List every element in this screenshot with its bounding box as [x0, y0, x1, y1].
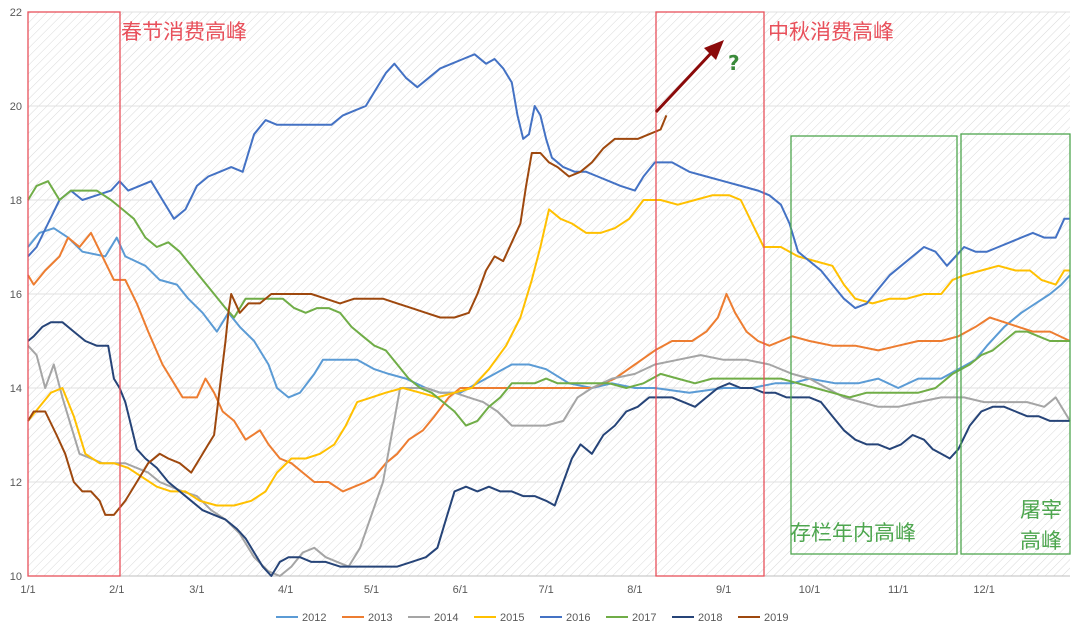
series-line-2013 [27, 231, 1071, 493]
x-tick-label: 5/1 [364, 584, 379, 596]
spring-peak-label: 春节消费高峰 [121, 20, 247, 44]
y-axis-ticks: 10 12 14 16 18 20 22 [10, 7, 22, 583]
x-tick-label: 10/1 [799, 584, 820, 596]
legend-label-2015: 2015 [500, 612, 524, 624]
x-axis-ticks: 1/1 2/1 3/1 4/1 5/1 6/1 7/1 8/1 9/1 10/1 11/1 12/1 [20, 584, 994, 596]
stock-peak-label: 存栏年内高峰 [790, 521, 916, 545]
x-tick-label: 11/1 [888, 584, 909, 596]
x-tick-label: 9/1 [716, 584, 731, 596]
y-tick-label: 12 [10, 477, 22, 489]
legend-label-2019: 2019 [764, 612, 788, 624]
slaughter-peak-box [960, 133, 1071, 555]
legend-label-2017: 2017 [632, 612, 656, 624]
slaughter-peak-label-line1: 屠宰 [1020, 498, 1062, 522]
legend-label-2012: 2012 [302, 612, 326, 624]
series-line-2015 [27, 194, 1070, 507]
legend-label-2016: 2016 [566, 612, 590, 624]
series-line-2017 [27, 180, 1070, 427]
stock-peak-box [790, 135, 958, 555]
annotation-boxes [27, 11, 1071, 577]
trend-arrow [654, 40, 724, 114]
x-tick-label: 3/1 [189, 584, 204, 596]
x-tick-label: 2/1 [109, 584, 124, 596]
x-tick-label: 12/1 [973, 584, 994, 596]
x-tick-label: 7/1 [538, 584, 553, 596]
y-tick-label: 10 [10, 571, 22, 583]
spring-peak-box [27, 11, 121, 577]
midautumn-peak-box [655, 11, 765, 577]
series-line-2018 [27, 321, 1070, 577]
series-line-2016 [27, 53, 1070, 310]
slaughter-peak-label-line2: 高峰 [1020, 529, 1062, 553]
legend-label-2013: 2013 [368, 612, 392, 624]
x-tick-label: 6/1 [453, 584, 468, 596]
y-tick-label: 20 [10, 101, 22, 113]
legend-label-2018: 2018 [698, 612, 722, 624]
y-tick-label: 14 [10, 383, 22, 395]
y-tick-label: 22 [10, 7, 22, 19]
midautumn-peak-label: 中秋消费高峰 [768, 20, 894, 44]
legend: 2012 2013 2014 2015 2016 2017 2018 2019 [276, 612, 788, 624]
legend-label-2014: 2014 [434, 612, 458, 624]
y-tick-label: 18 [10, 195, 22, 207]
question-mark: ? [728, 51, 740, 75]
x-tick-label: 8/1 [627, 584, 642, 596]
x-tick-label: 1/1 [20, 584, 35, 596]
x-tick-label: 4/1 [278, 584, 293, 596]
y-tick-label: 16 [10, 289, 22, 301]
